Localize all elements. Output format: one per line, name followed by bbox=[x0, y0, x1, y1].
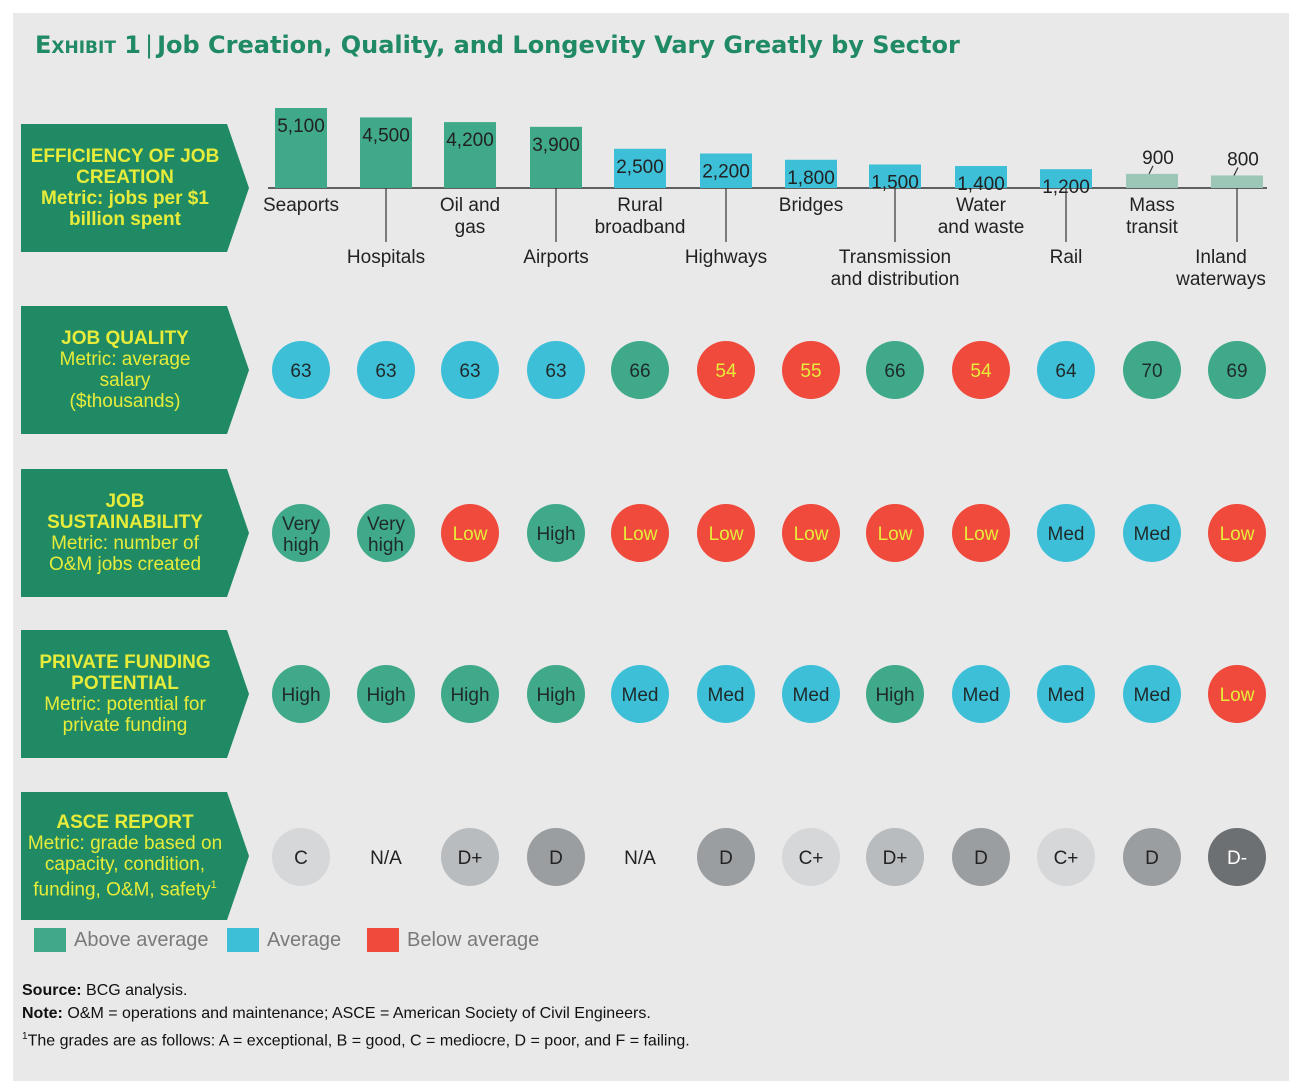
exhibit-title-text: Job Creation, Quality, and Longevity Var… bbox=[157, 31, 960, 59]
metric-label-private-funding: PRIVATE FUNDING POTENTIAL Metric: potent… bbox=[21, 630, 249, 758]
metric-title: JOB SUSTAINABILITY bbox=[47, 491, 203, 533]
legend-label: Average bbox=[267, 928, 342, 951]
metric-title: PRIVATE FUNDING POTENTIAL bbox=[39, 652, 211, 694]
footnote-marker: 1 bbox=[210, 878, 217, 891]
metric-subtitle: Metric: average salary ($thousands) bbox=[59, 349, 191, 412]
legend-item-average: Average bbox=[227, 928, 341, 952]
legend-label: Above average bbox=[74, 928, 209, 951]
exhibit-number: Exhibit 1 bbox=[35, 31, 141, 59]
legend-item-below: Below average bbox=[367, 928, 539, 952]
source-label: Source: bbox=[22, 982, 82, 999]
metric-title: EFFICIENCY OF JOB CREATION bbox=[30, 146, 220, 188]
legend-label: Below average bbox=[407, 928, 540, 951]
footnote-text: The grades are as follows: A = exception… bbox=[27, 1032, 690, 1050]
metric-title: JOB QUALITY bbox=[61, 328, 189, 349]
metric-subtitle-text: Metric: grade based on capacity, conditi… bbox=[27, 832, 223, 901]
metric-subtitle: Metric: grade based on capacity, conditi… bbox=[23, 833, 228, 900]
metric-title: ASCE REPORT bbox=[56, 811, 194, 833]
exhibit-title: Exhibit 1 | Job Creation, Quality, and Lon… bbox=[35, 31, 960, 59]
title-separator: | bbox=[145, 31, 154, 59]
note-label: Note: bbox=[22, 1005, 63, 1022]
legend-swatch bbox=[367, 928, 399, 952]
legend-swatch bbox=[34, 928, 66, 952]
metric-subtitle: Metric: jobs per $1 billion spent bbox=[41, 188, 209, 230]
legend-swatch bbox=[227, 928, 259, 952]
metric-subtitle: Metric: potential for private funding bbox=[44, 694, 206, 736]
footnote-line: 1The grades are as follows: A = exceptio… bbox=[22, 1025, 690, 1052]
note-text: O&M = operations and maintenance; ASCE =… bbox=[67, 1005, 651, 1022]
source-text: BCG analysis. bbox=[86, 982, 188, 999]
footnote-mark: 1 bbox=[22, 1031, 28, 1042]
legend-item-above: Above average bbox=[34, 928, 209, 952]
notes: Source: BCG analysis. Note: O&M = operat… bbox=[22, 979, 690, 1052]
metric-label-asce-report: ASCE REPORT Metric: grade based on capac… bbox=[21, 792, 249, 920]
source-line: Source: BCG analysis. bbox=[22, 979, 690, 1002]
metric-label-job-quality: JOB QUALITY Metric: average salary ($tho… bbox=[21, 306, 249, 434]
note-line: Note: O&M = operations and maintenance; … bbox=[22, 1002, 690, 1025]
metric-subtitle: Metric: number of O&M jobs created bbox=[48, 533, 202, 575]
metric-label-efficiency: EFFICIENCY OF JOB CREATION Metric: jobs … bbox=[21, 124, 249, 252]
metric-label-job-sustainability: JOB SUSTAINABILITY Metric: number of O&M… bbox=[21, 469, 249, 597]
